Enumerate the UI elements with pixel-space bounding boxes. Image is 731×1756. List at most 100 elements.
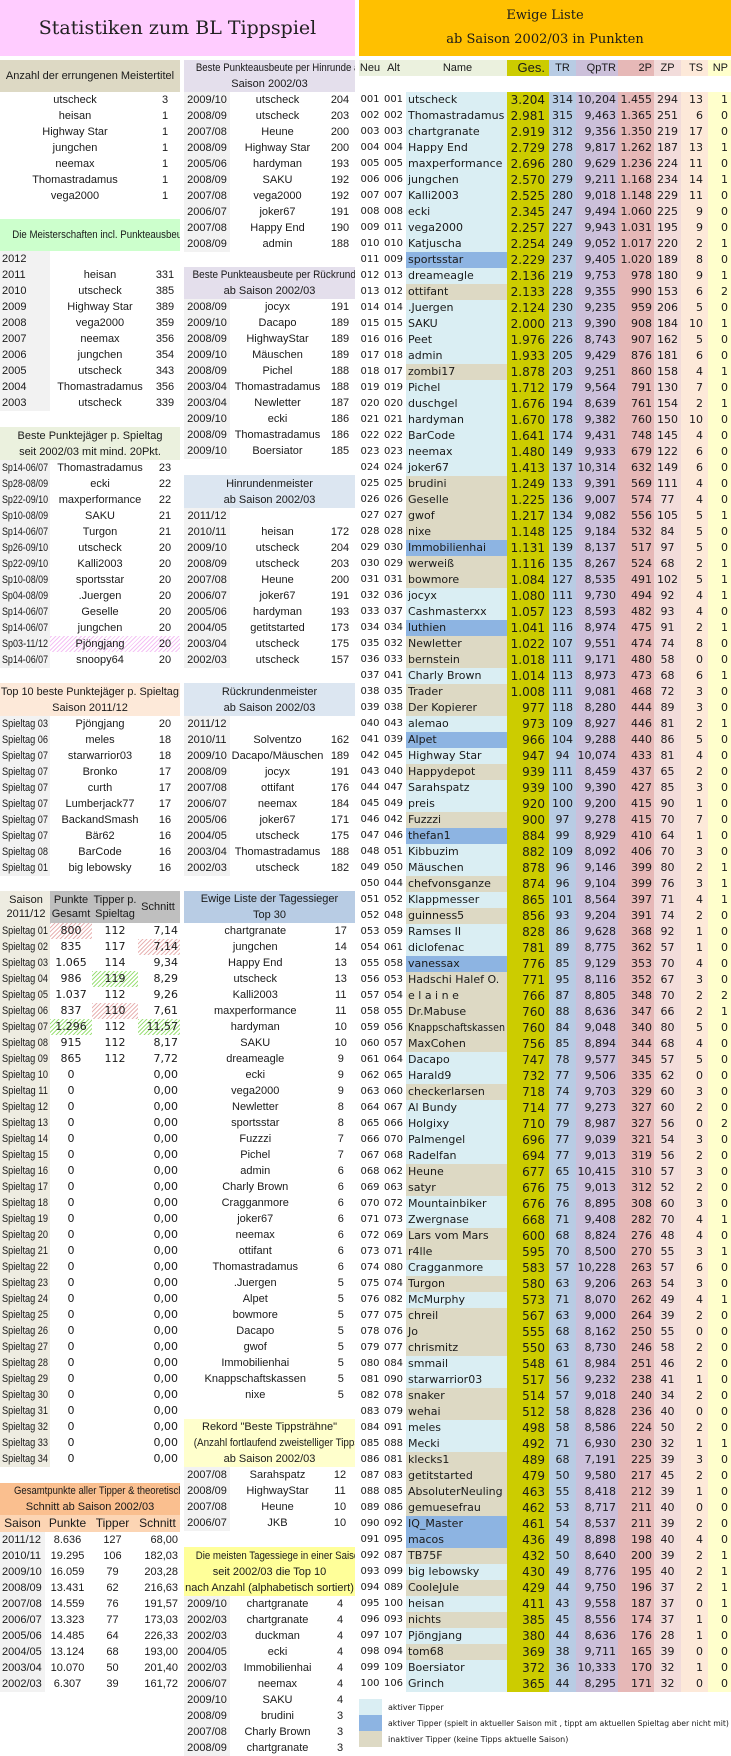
table-cell: 3 (681, 1276, 708, 1292)
table-cell: utscheck (255, 110, 300, 122)
table-cell: 0 (67, 1324, 75, 1337)
table-cell: 2007/08 (0, 1596, 45, 1612)
table-cell: 2007/08 (184, 220, 230, 236)
table-cell: Highway Star (42, 126, 108, 138)
table-row: 2009/10 chartgranate 4 (184, 1596, 355, 1612)
table-cell: 32 (654, 1436, 681, 1452)
table-cell: 1 (681, 796, 708, 812)
table-cell: 1.365 (618, 108, 654, 124)
table-cell: 109 (549, 844, 576, 860)
table-cell: 81 (654, 716, 681, 732)
table-cell: ecki (267, 1646, 288, 1658)
table-cell: 0,00 (153, 1068, 179, 1081)
table-cell: curth (87, 782, 113, 794)
table-cell: 049 (383, 798, 404, 809)
table-cell: 760 (618, 412, 654, 428)
table-row: 2002/03 utscheck 182 (184, 860, 355, 876)
table-cell: 7 (681, 812, 708, 828)
table-cell: 1.976 (507, 332, 549, 348)
table-cell: 331 (155, 269, 175, 281)
table-row: 018 017 zombi17 1.878 203 9,251 860 158 4 1 (359, 364, 731, 380)
table-row: 2008/09 admin 188 (184, 236, 355, 252)
table-cell: 11 (681, 156, 708, 172)
table-cell: 002 (360, 110, 380, 121)
table-cell: 920 (507, 796, 549, 812)
table-cell: 34 (654, 1388, 681, 1404)
table-cell: 0 (67, 1340, 75, 1353)
table-cell: 365 (507, 1676, 549, 1692)
table-cell: 2006/07 (184, 204, 230, 220)
table-cell: 22 (158, 478, 172, 490)
table-cell: 0 (681, 1404, 708, 1420)
table-cell: 3 (681, 684, 708, 700)
table-cell: 162 (330, 734, 350, 746)
table-cell: Dacapo (406, 1052, 507, 1068)
table-row: 2009/10 16.059 79 203,28 (0, 1564, 180, 1580)
table-row: Spieltag 05 1.037 112 9,26 (0, 987, 180, 1003)
table-cell (150, 251, 180, 267)
table-cell: 1.017 (618, 236, 654, 252)
table-cell: 2010/11 (184, 524, 230, 540)
table-row: maxperformance 11 (184, 1003, 355, 1019)
table-cell: 0 (708, 428, 731, 444)
table-cell: 264 (618, 1308, 654, 1324)
table-cell: 3 (681, 844, 708, 860)
table-cell: 9,104 (576, 876, 618, 892)
table-cell: 074 (360, 1262, 380, 1273)
table-cell: 977 (507, 700, 549, 716)
table-row: chartgranate 17 (184, 923, 355, 939)
table-cell: 1 (681, 1660, 708, 1676)
table-cell (92, 1131, 138, 1147)
table-cell: 0 (708, 1036, 731, 1052)
table-cell: 9,558 (576, 1596, 618, 1612)
table-cell: 1.020 (618, 252, 654, 268)
table-cell (92, 1387, 138, 1403)
table-cell: 6 (337, 1245, 344, 1257)
table-cell: 9,356 (576, 124, 618, 140)
table-cell: hardyman (253, 606, 302, 618)
table-cell: 092 (383, 1518, 404, 1529)
table-cell: 0 (708, 1228, 731, 1244)
table-cell: 195 (654, 220, 681, 236)
table-cell: 1.148 (507, 524, 549, 540)
table-cell: 188 (330, 238, 350, 250)
table-cell: 099 (360, 1662, 380, 1673)
table-row: Spieltag 06 meles 18 (0, 732, 180, 748)
table-cell: 2 (681, 1356, 708, 1372)
table-cell: 0 (708, 1452, 731, 1468)
ewige-liste-title: Ewige Liste ab Saison 2002/03 in Punkten (359, 0, 731, 56)
table-cell: ottifant (406, 284, 507, 300)
table-row: 2008/09 HighwayStar 189 (184, 331, 355, 347)
table-cell: 8,537 (576, 1516, 618, 1532)
table-row: 098 094 tom68 369 38 9,711 165 39 0 0 (359, 1644, 731, 1660)
table-cell: 9,013 (576, 1148, 618, 1164)
table-cell: 0 (708, 540, 731, 556)
table-cell: 463 (507, 1484, 549, 1500)
table-cell: 4 (681, 1036, 708, 1052)
table-cell: getitstarted (250, 622, 305, 634)
table-cell: neemax (55, 158, 95, 170)
table-cell: utscheck (255, 542, 300, 554)
table-cell: 263 (618, 1260, 654, 1276)
table-cell: 2006/07 (184, 588, 230, 604)
table-cell: 16 (158, 814, 172, 826)
table-cell: 884 (507, 828, 549, 844)
table-row: 2009/10 SAKU 4 (184, 1692, 355, 1708)
table-row: 074 080 Cragganmore 583 57 10,228 263 57 6 0 (359, 1260, 731, 1276)
table-cell: 359 (155, 317, 175, 329)
table-row: 039 038 Der Kopierer 977 118 8,280 444 89 3 0 (359, 700, 731, 716)
table-cell: 1 (708, 1004, 731, 1020)
table-cell: joker67 (259, 814, 296, 826)
table-cell: Spieltag 03 (0, 716, 50, 732)
table-cell: 0,00 (153, 1260, 179, 1273)
table-cell: 828 (507, 924, 549, 940)
table-cell: 49 (549, 1564, 576, 1580)
table-cell: 093 (383, 1614, 404, 1625)
table-cell: 111 (654, 476, 681, 492)
table-cell: 16.059 (50, 1566, 85, 1578)
table-cell: 489 (507, 1452, 549, 1468)
table-cell: 0 (708, 156, 731, 172)
table-cell: 9,753 (576, 268, 618, 284)
table-cell: 860 (618, 364, 654, 380)
table-cell: 865 (60, 1052, 82, 1065)
